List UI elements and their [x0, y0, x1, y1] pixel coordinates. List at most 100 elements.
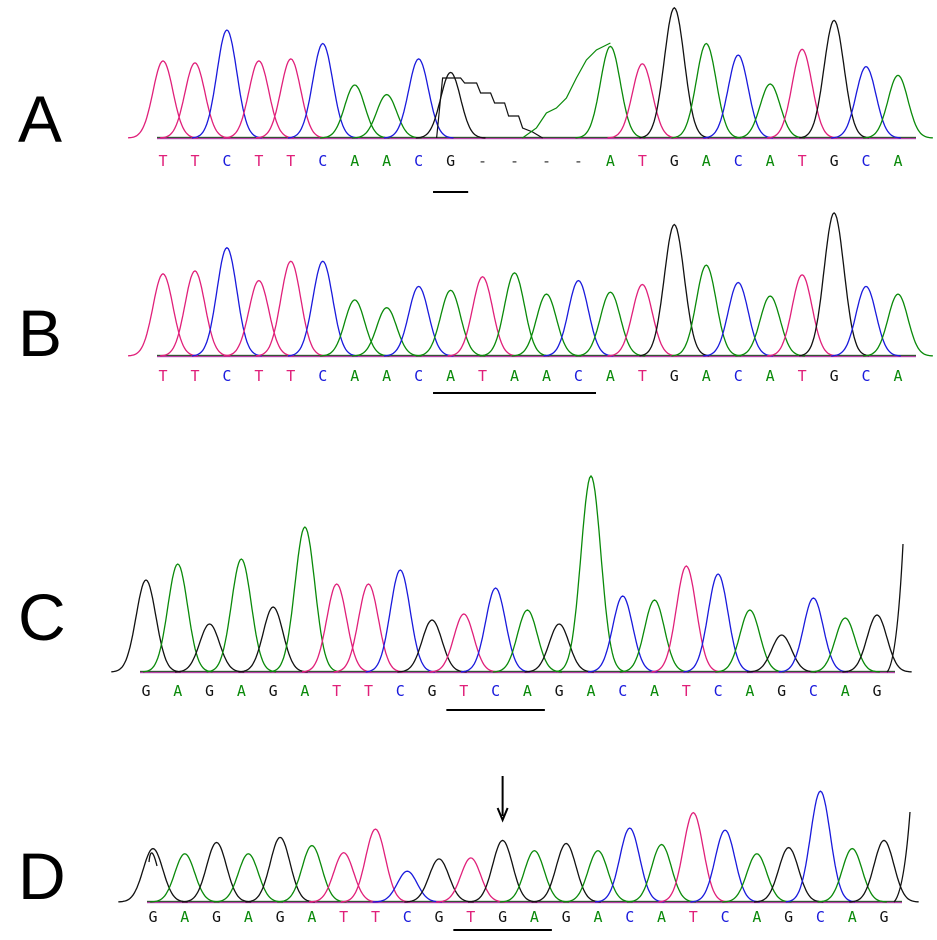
panel-label-d: D [18, 839, 66, 913]
base-call-d-3: A [244, 908, 253, 926]
peak-d-11 [467, 839, 538, 903]
base-call-a-1: T [190, 152, 199, 170]
base-call-d-15: C [625, 908, 634, 926]
peak-b-21 [799, 211, 870, 357]
peak-a-5 [287, 42, 358, 139]
base-call-a-5: C [318, 152, 327, 170]
base-call-b-21: G [830, 367, 839, 385]
base-call-a-23: A [893, 152, 902, 170]
peak-b-17 [671, 264, 742, 357]
base-call-c-23: G [872, 682, 881, 700]
peak-a-4 [255, 58, 326, 139]
base-call-a-8: C [414, 152, 423, 170]
peak-c-16 [619, 599, 690, 673]
base-call-c-22: A [841, 682, 850, 700]
peak-a-22 [831, 65, 901, 139]
peak-d-2 [181, 841, 252, 903]
base-call-b-17: A [702, 367, 711, 385]
base-call-c-21: C [809, 682, 818, 700]
base-call-d-8: C [403, 908, 412, 926]
base-call-d-22: A [848, 908, 857, 926]
peak-c-14 [556, 474, 626, 673]
base-call-b-19: A [766, 367, 775, 385]
base-call-b-5: C [318, 367, 327, 385]
base-call-d-11: G [498, 908, 507, 926]
base-call-b-13: C [574, 367, 583, 385]
peak-c-3 [206, 558, 277, 673]
peak-d-1 [150, 853, 220, 903]
base-call-d-1: A [180, 908, 189, 926]
peak-c-1 [143, 563, 213, 673]
peak-b-10 [447, 275, 518, 357]
base-call-b-10: T [478, 367, 487, 385]
peak-a-21 [799, 19, 870, 139]
base-call-d-21: C [816, 908, 825, 926]
base-call-d-0: G [148, 908, 157, 926]
panel-label-a: A [18, 82, 63, 156]
peak-a-7 [351, 93, 422, 139]
peak-a-17 [671, 42, 742, 139]
base-call-c-10: T [459, 682, 468, 700]
base-call-b-15: T [638, 367, 647, 385]
base-call-d-7: T [371, 908, 380, 926]
base-call-d-16: A [657, 908, 666, 926]
base-call-a-21: G [830, 152, 839, 170]
peak-d-0 [118, 847, 188, 903]
peak-a-23 [863, 74, 933, 139]
peak-b-2 [191, 246, 262, 357]
base-call-c-16: A [650, 682, 659, 700]
peak-b-15 [607, 283, 678, 357]
base-call-b-14: A [606, 367, 615, 385]
peak-b-23 [863, 293, 933, 357]
base-call-d-13: G [562, 908, 571, 926]
base-call-b-23: A [893, 367, 902, 385]
base-call-a-16: G [670, 152, 679, 170]
base-call-d-12: A [530, 908, 539, 926]
base-call-c-8: C [396, 682, 405, 700]
peak-a-3 [223, 60, 294, 139]
peak-c-0 [111, 579, 181, 673]
base-call-a-0: T [158, 152, 167, 170]
panel-label-b: B [18, 296, 63, 370]
base-call-b-11: A [510, 367, 519, 385]
base-call-b-7: A [382, 367, 391, 385]
peak-d-21 [785, 790, 856, 903]
trailing-trace [893, 811, 911, 903]
peak-c-17 [651, 565, 722, 673]
peak-b-14 [575, 291, 646, 357]
peak-a-19 [735, 83, 806, 139]
gap-trace-green [522, 42, 611, 139]
peak-c-9 [397, 619, 467, 673]
peak-d-19 [722, 853, 792, 903]
base-call-b-3: T [254, 367, 263, 385]
peak-b-12 [511, 293, 582, 357]
base-call-c-6: T [332, 682, 341, 700]
peak-a-18 [703, 54, 774, 139]
peak-b-5 [287, 260, 358, 357]
peak-d-22 [817, 847, 887, 903]
base-call-c-4: G [269, 682, 278, 700]
base-call-b-1: T [190, 367, 199, 385]
peak-c-21 [778, 597, 849, 673]
peak-a-2 [191, 29, 262, 139]
base-call-d-20: G [784, 908, 793, 926]
peak-c-4 [238, 606, 308, 673]
peak-b-11 [479, 272, 550, 357]
peak-b-0 [128, 273, 198, 357]
base-call-d-17: T [689, 908, 698, 926]
peak-c-2 [174, 623, 245, 673]
peak-b-1 [160, 270, 230, 357]
base-call-c-12: A [523, 682, 532, 700]
peak-b-16 [639, 223, 710, 357]
peak-a-1 [160, 62, 230, 139]
base-call-c-11: C [491, 682, 500, 700]
base-call-a-15: T [638, 152, 647, 170]
base-call-a-20: T [798, 152, 807, 170]
base-call-a-22: C [862, 152, 871, 170]
peak-a-9 [415, 71, 486, 139]
peak-b-18 [703, 281, 774, 357]
